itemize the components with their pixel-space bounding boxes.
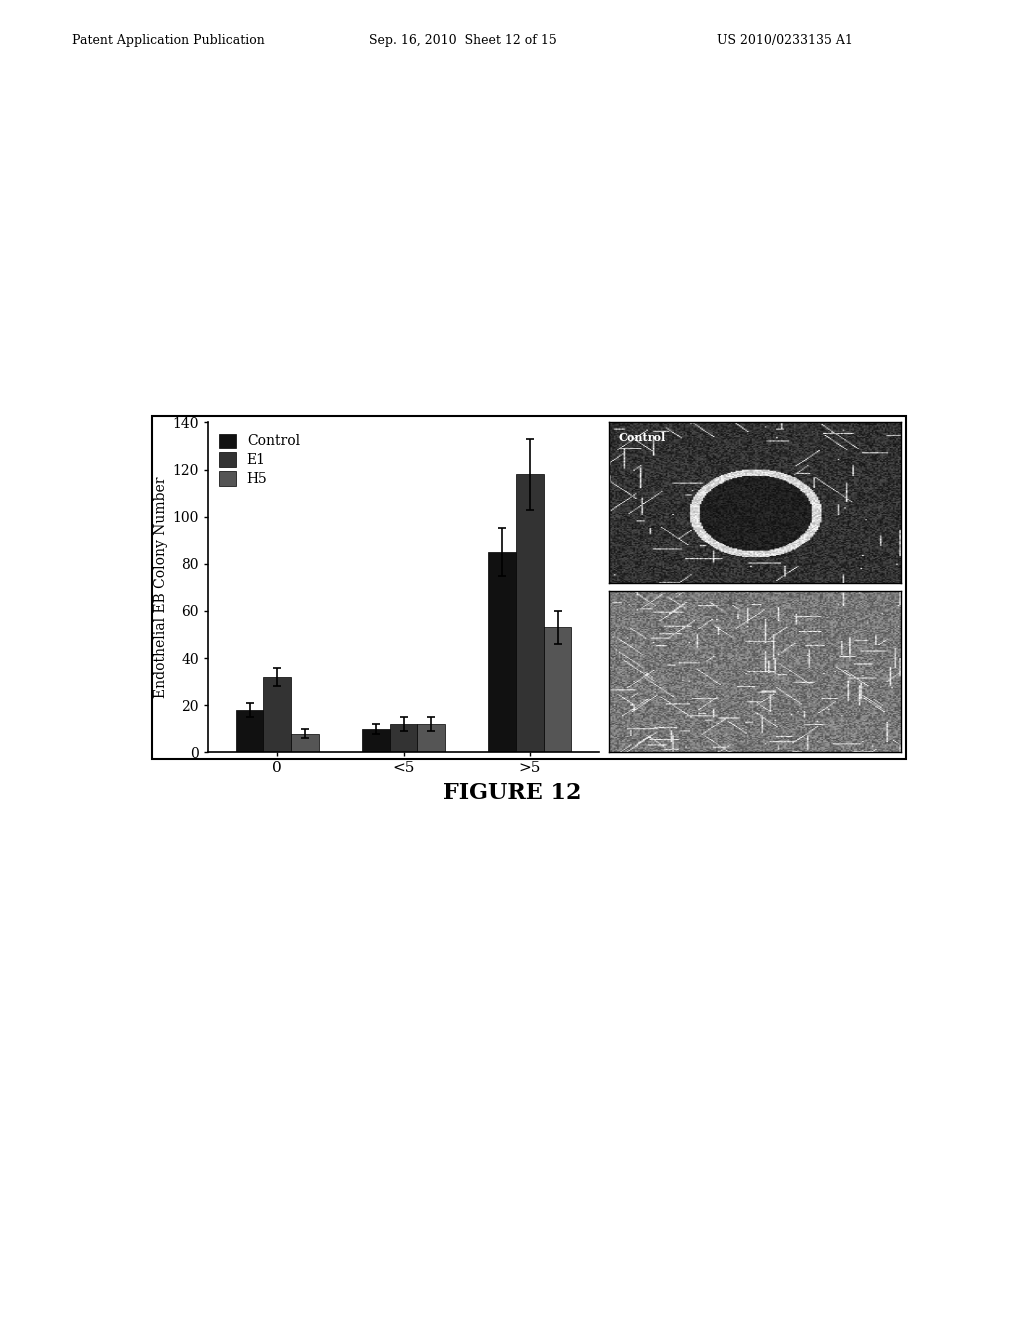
- Bar: [236, 710, 263, 752]
- Bar: [418, 725, 445, 752]
- Text: FIGURE 12: FIGURE 12: [442, 781, 582, 804]
- Bar: [361, 729, 390, 752]
- Bar: [291, 734, 318, 752]
- Text: Sep. 16, 2010  Sheet 12 of 15: Sep. 16, 2010 Sheet 12 of 15: [369, 33, 556, 46]
- Text: Control: Control: [618, 432, 666, 444]
- Bar: [544, 627, 571, 752]
- Bar: [488, 552, 516, 752]
- Legend: Control, E1, H5: Control, E1, H5: [215, 429, 304, 491]
- Text: US 2010/0233135 A1: US 2010/0233135 A1: [717, 33, 853, 46]
- Bar: [516, 474, 544, 752]
- Y-axis label: Endothelial EB Colony Number: Endothelial EB Colony Number: [155, 477, 168, 698]
- Bar: [263, 677, 291, 752]
- Text: Patent Application Publication: Patent Application Publication: [72, 33, 264, 46]
- Bar: [390, 725, 418, 752]
